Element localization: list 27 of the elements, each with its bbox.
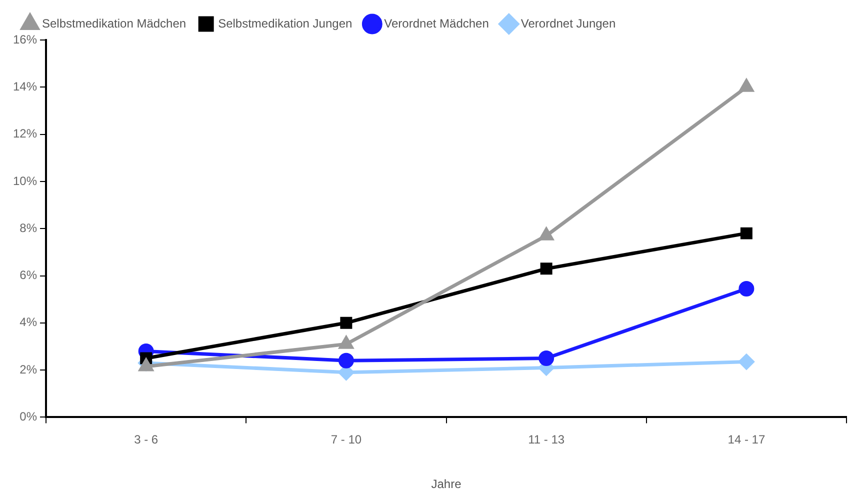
point xyxy=(738,354,754,370)
legend-label: Verordnet Mädchen xyxy=(384,16,489,30)
y-tick-label: 4% xyxy=(20,315,38,330)
point xyxy=(338,352,354,368)
y-tick-label: 14% xyxy=(12,79,38,94)
point xyxy=(540,262,552,275)
y-tick-label: 10% xyxy=(12,174,38,188)
x-tick-label: 14 - 17 xyxy=(728,432,766,447)
y-tick-label: 2% xyxy=(20,362,38,376)
y-tick-label: 0% xyxy=(20,410,38,424)
y-tick-label: 6% xyxy=(20,268,38,282)
legend-label: Selbstmedikation Jungen xyxy=(218,16,352,30)
x-tick-label: 3 - 6 xyxy=(134,432,158,447)
x-tick-label: 11 - 13 xyxy=(528,432,565,447)
point xyxy=(539,228,554,240)
point xyxy=(538,350,554,366)
point xyxy=(738,280,754,296)
legend-label: Selbstmedikation Mädchen xyxy=(42,16,186,30)
point xyxy=(739,79,754,92)
point xyxy=(340,316,352,329)
y-tick-label: 8% xyxy=(20,220,38,235)
x-tick-label: 7 - 10 xyxy=(330,432,362,447)
point xyxy=(740,227,752,240)
legend-label: Verordnet Jungen xyxy=(520,16,616,30)
x-axis-title: Jahre xyxy=(431,477,462,492)
y-tick-label: 12% xyxy=(12,126,38,141)
y-tick-label: 16% xyxy=(12,32,38,46)
